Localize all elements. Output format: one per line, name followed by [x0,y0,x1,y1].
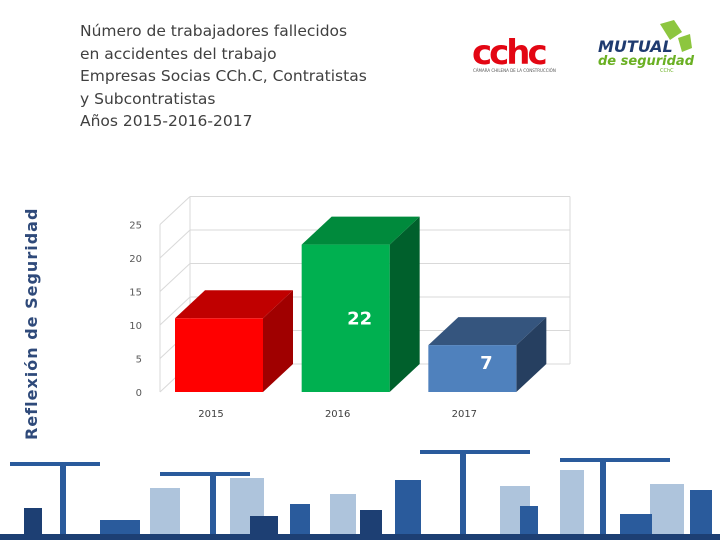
bar-side-2017 [516,317,547,392]
y-tick-label: 25 [129,221,142,232]
grid-line-side [159,229,191,259]
construction-skyline-illustration [0,450,720,540]
bar-top-2015 [175,290,293,319]
chart-title: Número de trabajadores fallecidos en acc… [80,20,367,133]
cchc-logo: cchc CÁMARA CHILENA DE LA CONSTRUCCIÓN [472,34,556,73]
bar-2017 [428,345,517,392]
crane-tower-icon [60,462,66,540]
y-tick-label: 20 [129,254,142,265]
x-tick-label: 2017 [452,409,477,420]
cchc-logo-wordmark: cchc [472,34,546,73]
x-tick-label: 2015 [198,409,223,420]
grid-line-side [159,263,191,292]
bar-side-2016 [389,216,420,392]
mutual-logo: MUTUAL de seguridad CChC [598,20,695,74]
y-tick-label: 0 [136,388,142,399]
title-line-4: y Subcontratistas [80,89,216,108]
cchc-logo-subtitle: CÁMARA CHILENA DE LA CONSTRUCCIÓN [473,68,556,73]
bar-2016 [301,244,390,392]
y-tick-label: 10 [129,321,142,332]
title-line-2: en accidentes del trabajo [80,44,277,63]
title-line-1: Número de trabajadores fallecidos [80,22,348,40]
data-label-2017: 7 [480,353,493,374]
y-tick-label: 15 [129,288,142,299]
title-line-5: Años 2015-2016-2017 [80,112,253,130]
bar-top-2016 [301,216,420,245]
title-line-3: Empresas Socias CCh.C, Contratistas [80,67,367,85]
mutual-logo-line1: MUTUAL [598,37,673,56]
bar-side-2015 [263,290,293,392]
x-tick-label: 2016 [325,409,350,420]
bar-top-2017 [428,317,547,346]
mutual-logo-line3: CChC [660,68,674,74]
data-label-2016: 22 [347,309,372,330]
mutual-leaf-icon [660,20,682,40]
y-tick-label: 5 [136,355,142,366]
bar-2015 [175,318,263,392]
mutual-logo-line2: de seguridad [598,54,695,69]
grid-line-side [159,196,191,225]
grid-line-side [159,296,191,326]
